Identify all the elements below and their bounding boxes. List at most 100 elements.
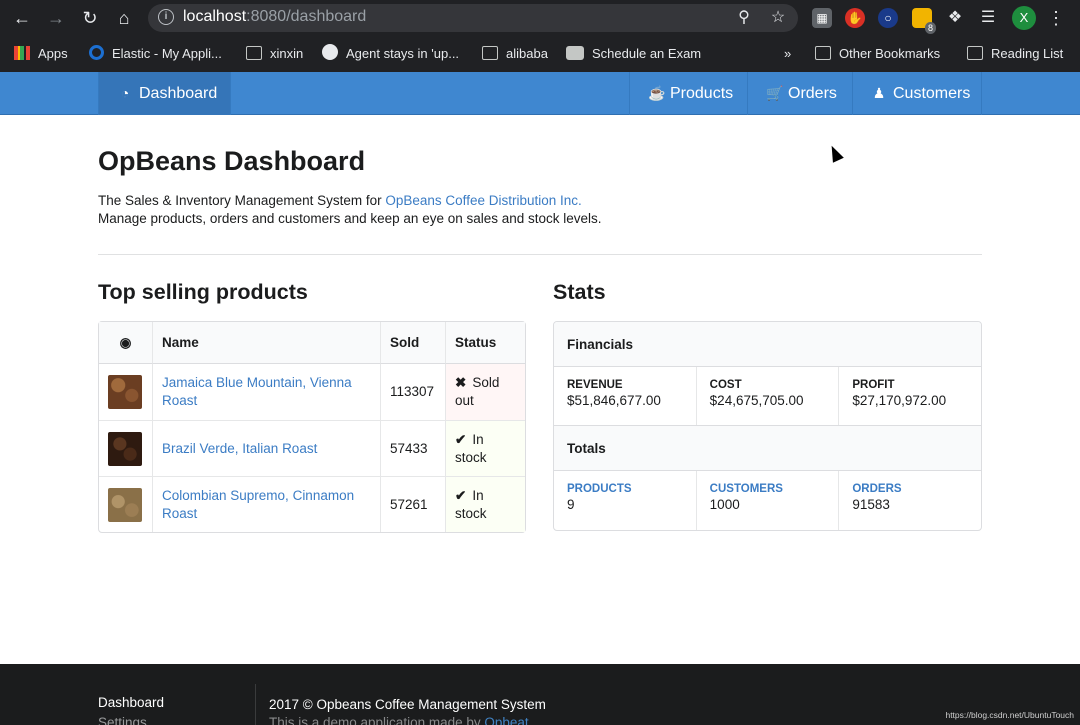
bookmark-elastic[interactable]: Elastic - My Appli... [89,44,222,64]
product-thumbnail-cell [99,364,152,420]
footer: Dashboard Settings 2017 © Opbeans Coffee… [0,664,1080,725]
users-icon: ♟ [872,85,886,101]
nav-divider [629,72,630,115]
intro-text: The Sales & Inventory Management System … [98,192,698,228]
cart-icon: 🛒 [766,85,784,101]
coffee-cup-icon: ☕ [648,85,666,101]
product-name-cell: Jamaica Blue Mountain, Vienna Roast [152,364,380,420]
top-products-heading: Top selling products [98,280,308,304]
nav-divider [230,72,231,115]
reading-list[interactable]: Reading List [967,44,1063,64]
intro-line2: Manage products, orders and customers an… [98,211,602,226]
url-text[interactable]: localhost:8080/dashboard [183,8,367,25]
orders-total-link[interactable]: Orders [852,483,902,495]
bookmarks-overflow-icon[interactable]: » [784,46,792,61]
nav-divider [981,72,982,115]
footer-link-dashboard[interactable]: Dashboard [98,695,165,710]
bookmark-xinxin[interactable]: xinxin [246,44,303,64]
page-title: OpBeans Dashboard [98,146,366,176]
orders-stat: Orders 91583 [838,471,981,530]
exam-icon [566,46,584,60]
product-thumbnail [108,431,142,466]
browser-chrome: ← → ↻ ⌂ i localhost:8080/dashboard ⚲ ☆ ▦… [0,0,1080,98]
table-row: Colombian Supremo, Cinnamon Roast 57261 … [99,476,525,532]
menu-kebab-icon[interactable]: ⋮ [1047,8,1065,28]
folder-icon [482,46,498,60]
extension-notes-icon[interactable]: 8 [912,8,936,34]
product-name-cell: Brazil Verde, Italian Roast [152,420,380,476]
product-name-link[interactable]: Jamaica Blue Mountain, Vienna Roast [162,375,352,408]
checkmark-icon: ✔ [455,487,467,503]
table-row: Brazil Verde, Italian Roast 57433 ✔ In st… [99,420,525,476]
customers-total-link[interactable]: Customers [709,483,783,495]
github-icon [322,44,338,60]
bookmark-other[interactable]: Other Bookmarks [815,44,940,64]
elastic-icon [89,45,104,60]
section-divider [98,254,982,255]
extension-adblock-icon[interactable]: ✋ [845,8,865,28]
folder-icon [246,46,262,60]
bookmark-agent[interactable]: Agent stays in 'up... [322,44,459,64]
nav-customers[interactable]: ♟ Customers [853,72,988,115]
totals-row: Products 9 Customers 1000 Orders 91583 [554,471,981,530]
product-thumbnail [108,375,142,409]
apps-grid-icon [14,46,30,60]
nav-dashboard[interactable]: ◔ Dashboard [99,72,230,115]
products-total-value: 9 [567,497,575,512]
dashboard-gauge-icon: ◔ [120,85,130,101]
stats-heading: Stats [553,280,606,304]
address-bar[interactable]: i localhost:8080/dashboard ⚲ ☆ [148,4,798,32]
site-info-icon[interactable]: i [158,9,174,25]
x-mark-icon: ✖ [455,375,467,390]
back-icon[interactable]: ← [13,8,31,28]
extension-circle-icon[interactable]: ○ [878,8,898,28]
bookmark-alibaba[interactable]: alibaba [482,44,548,64]
products-total-link[interactable]: Products [567,483,632,495]
nav-divider [98,72,99,115]
profit-value: $27,170,972.00 [852,393,947,408]
media-control-icon[interactable]: ☰ [980,9,996,26]
stats-panel: Financials Revenue $51,846,677.00 Cost $24… [553,321,982,531]
search-icon[interactable]: ⚲ [738,9,750,26]
nav-orders[interactable]: 🛒 Orders [748,72,855,115]
bookmark-schedule-exam[interactable]: Schedule an Exam [566,44,701,64]
totals-header: Totals [554,426,981,471]
product-thumbnail-cell [99,476,152,532]
revenue-stat: Revenue $51,846,677.00 [554,367,696,425]
footer-demo-note: This is a demo application made by Opbea… [269,715,529,725]
status-text: In stock [455,487,487,521]
extensions-puzzle-icon[interactable]: ❖ [947,9,963,26]
product-name-link[interactable]: Colombian Supremo, Cinnamon Roast [162,487,355,521]
nav-products[interactable]: ☕ Products [630,72,751,115]
column-header-name: Name [152,322,380,364]
home-icon[interactable]: ⌂ [118,8,130,28]
product-status-cell: ✔ In stock [445,476,525,532]
financials-row: Revenue $51,846,677.00 Cost $24,675,705.00… [554,367,981,426]
product-name-link[interactable]: Brazil Verde, Italian Roast [162,440,318,456]
extension-tab-icon[interactable]: ▦ [812,8,832,28]
product-status-cell: ✔ In stock [445,420,525,476]
revenue-label: Revenue [567,379,623,391]
watermark: https://blog.csdn.net/UbuntuTouch [945,710,1074,720]
cost-stat: Cost $24,675,705.00 [695,367,839,425]
footer-link-settings[interactable]: Settings [98,715,147,725]
top-products-table: ◉ Name Sold Status Jamaica Blue Mountain… [98,321,526,533]
camera-icon: ◉ [99,322,152,364]
profile-avatar[interactable]: X [1012,6,1036,30]
opbeat-link[interactable]: Opbeat [484,715,529,725]
forward-icon[interactable]: → [47,8,65,28]
company-link[interactable]: OpBeans Coffee Distribution Inc. [385,193,582,208]
product-sold-cell: 113307 [380,364,445,420]
status-text: Sold out [455,375,500,408]
product-sold-cell: 57261 [380,476,445,532]
product-status-cell: ✖ Sold out [445,364,525,420]
profit-stat: Profit $27,170,972.00 [838,367,981,425]
revenue-value: $51,846,677.00 [567,393,661,408]
nav-divider [747,72,748,115]
reload-icon[interactable]: ↻ [82,8,98,28]
folder-icon [815,46,831,60]
browser-toolbar: ← → ↻ ⌂ i localhost:8080/dashboard ⚲ ☆ ▦… [0,0,1080,36]
bookmark-apps[interactable]: Apps [14,44,68,64]
bookmark-star-icon[interactable]: ☆ [770,9,786,26]
app-navbar: ◔ Dashboard ☕ Products 🛒 Orders ♟ Customers [0,72,1080,115]
